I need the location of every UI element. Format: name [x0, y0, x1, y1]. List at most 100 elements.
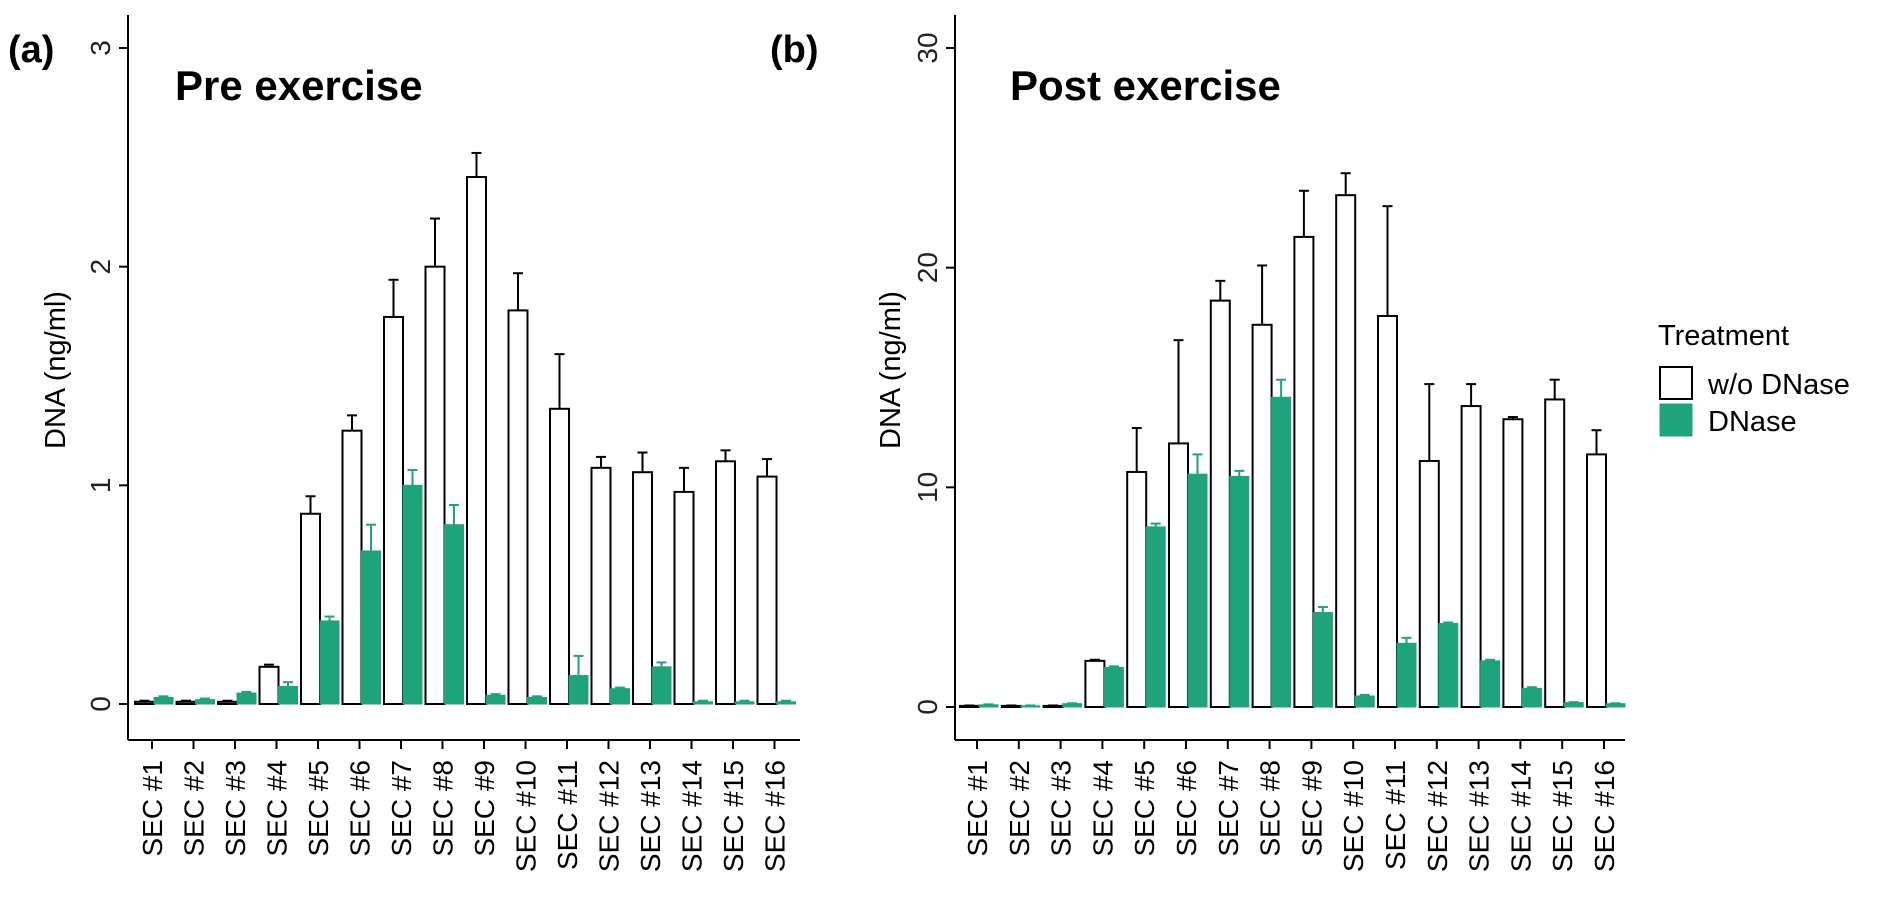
chart-title: Post exercise	[1010, 62, 1281, 109]
x-tick-label: SEC #3	[1046, 760, 1077, 857]
bar-dnase	[153, 696, 174, 705]
y-tick-label: 0	[912, 699, 943, 715]
bar-wo-dnase	[959, 704, 980, 709]
bar-wo-dnase	[1502, 418, 1524, 708]
x-tick-label: SEC #7	[386, 760, 417, 857]
bar-dnase	[278, 686, 298, 705]
chart-panel-pre-exercise: (a) Pre exercise DNA (ng/ml) 0 1 2 3 SEC #1 SEC …	[8, 15, 800, 872]
x-tick-label: SEC #16	[1589, 760, 1620, 872]
x-tick-label: SEC #4	[1087, 760, 1118, 857]
bar-dnase	[1062, 703, 1083, 708]
chart-panel-post-exercise: (b) Post exercise DNA (ng/ml) 0 10 20 30 SEC #1…	[770, 15, 1626, 872]
bar-dnase	[361, 550, 381, 705]
bar-wo-dnase	[1293, 235, 1315, 708]
bar-dnase	[1438, 623, 1459, 708]
x-tick-label: SEC #2	[179, 760, 210, 857]
x-tick-label: SEC #3	[220, 760, 251, 857]
bar-dnase	[1229, 475, 1250, 708]
legend-label-dnase: DNase	[1708, 406, 1797, 438]
y-tick-label: 10	[912, 472, 943, 503]
chart-title: Pre exercise	[175, 62, 423, 109]
bar-dnase	[195, 699, 215, 705]
bar-wo-dnase	[1126, 470, 1148, 708]
x-tick-label: SEC #11	[552, 760, 583, 870]
bar-wo-dnase	[424, 265, 446, 705]
bar-dnase	[1605, 703, 1626, 708]
bar-dnase	[1563, 702, 1584, 708]
legend: Treatment w/o DNase DNase	[1658, 320, 1850, 438]
panel-label: (b)	[770, 29, 819, 71]
bar-wo-dnase	[1335, 194, 1357, 708]
x-tick-label: SEC #7	[1213, 760, 1244, 857]
bar-wo-dnase	[383, 315, 404, 705]
bar-wo-dnase	[632, 471, 653, 706]
panel-label: (a)	[8, 29, 54, 71]
x-tick-label: SEC #2	[1004, 760, 1035, 857]
x-tick-label: SEC #8	[1255, 760, 1286, 857]
bar-wo-dnase	[590, 466, 612, 705]
bar-wo-dnase	[715, 460, 736, 705]
bar-wo-dnase	[300, 512, 321, 706]
x-tick-label: SEC #12	[594, 760, 625, 872]
bar-dnase	[978, 704, 999, 708]
bar-wo-dnase	[1586, 453, 1607, 708]
bar-dnase	[734, 701, 755, 705]
bar-wo-dnase	[217, 700, 238, 706]
x-tick-label: SEC #5	[1129, 760, 1160, 857]
y-axis-label: DNA (ng/ml)	[875, 291, 907, 449]
legend-swatch-dnase	[1659, 403, 1693, 437]
bar-wo-dnase	[1000, 704, 1022, 709]
x-tick-label: SEC #6	[345, 760, 376, 857]
bar-dnase	[444, 524, 464, 705]
bar-wo-dnase	[673, 490, 695, 706]
bar-dnase	[610, 688, 630, 705]
x-tick-label: SEC #9	[1296, 760, 1327, 857]
y-tick-label: 20	[912, 252, 943, 283]
x-tick-label: SEC #11	[1380, 760, 1411, 870]
bar-dnase	[1521, 687, 1542, 708]
bar-dnase	[527, 696, 547, 705]
bar-dnase	[1187, 473, 1208, 708]
bar-wo-dnase	[1209, 299, 1231, 708]
x-tick-label: SEC #6	[1171, 760, 1202, 857]
bar-wo-dnase	[1544, 398, 1566, 708]
x-tick-label: SEC #14	[677, 760, 708, 872]
bar-wo-dnase	[1168, 442, 1189, 708]
bar-dnase	[1103, 666, 1124, 708]
bar-dnase	[1312, 612, 1333, 708]
legend-swatch-wo-dnase	[1659, 366, 1693, 400]
bar-wo-dnase	[258, 665, 280, 705]
bar-wo-dnase	[466, 176, 487, 706]
bar-dnase	[693, 701, 713, 705]
bar-dnase	[1020, 705, 1041, 708]
x-tick-label: SEC #4	[262, 760, 293, 857]
legend-title: Treatment	[1658, 320, 1789, 352]
x-tick-label: SEC #5	[303, 760, 334, 857]
x-tick-label: SEC #1	[962, 760, 993, 857]
bar-wo-dnase	[756, 475, 778, 705]
bar-dnase	[319, 620, 340, 705]
bar-wo-dnase	[1418, 459, 1440, 708]
x-tick-label: SEC #15	[718, 760, 749, 872]
bar-dnase	[1480, 660, 1501, 708]
bar-dnase	[1354, 695, 1375, 708]
bar-dnase	[485, 694, 506, 705]
bar-wo-dnase	[1377, 314, 1398, 708]
x-tick-label: SEC #14	[1505, 760, 1536, 872]
x-tick-label: SEC #8	[428, 760, 459, 857]
bar-wo-dnase	[341, 429, 363, 705]
bar-dnase	[651, 666, 672, 705]
y-tick-label: 30	[912, 32, 943, 63]
x-tick-label: SEC #12	[1422, 760, 1453, 872]
x-tick-label: SEC #13	[635, 760, 666, 872]
bar-dnase	[402, 484, 423, 705]
bar-wo-dnase	[1460, 405, 1482, 708]
bar-wo-dnase	[1084, 659, 1106, 708]
bar-dnase	[1396, 642, 1417, 708]
bar-dnase	[1271, 396, 1292, 708]
bar-dnase	[568, 675, 589, 705]
bar-dnase	[1145, 526, 1166, 708]
y-tick-label: 3	[85, 40, 116, 56]
x-tick-label: SEC #10	[1338, 760, 1369, 872]
x-tick-label: SEC #16	[760, 760, 791, 872]
